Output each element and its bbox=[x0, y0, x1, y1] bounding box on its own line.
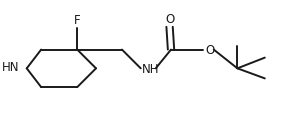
Text: HN: HN bbox=[2, 61, 19, 74]
Text: F: F bbox=[74, 14, 80, 27]
Text: O: O bbox=[205, 44, 214, 57]
Text: NH: NH bbox=[142, 62, 160, 76]
Text: O: O bbox=[165, 13, 174, 26]
